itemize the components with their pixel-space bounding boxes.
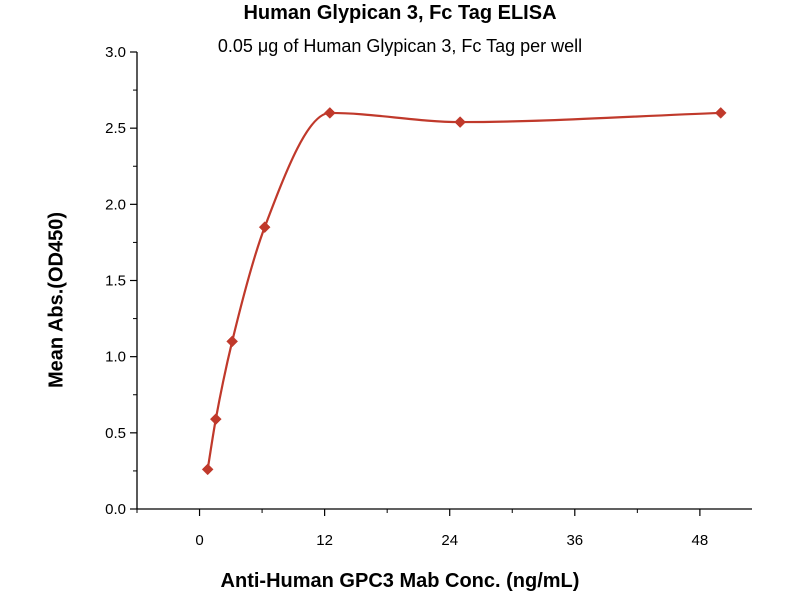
y-tick-label: 1.5 [105,273,126,290]
x-tick-label: 24 [441,532,458,549]
y-tick-label: 2.5 [105,120,126,137]
data-point [209,413,222,425]
y-tick-label: 1.0 [105,349,126,366]
y-tick-label: 0.0 [105,501,126,518]
fit-curve [206,111,721,470]
x-tick-label: 48 [692,532,709,549]
data-point [323,107,336,119]
data-point [454,116,466,128]
y-tick-label: 3.0 [105,44,126,61]
y-tick-label: 0.5 [105,425,126,442]
x-tick-label: 12 [316,532,333,549]
data-point [201,463,214,476]
chart-title: Human Glypican 3, Fc Tag ELISA [243,2,557,24]
data-point [258,221,271,234]
x-tick-label: 36 [566,532,583,549]
x-axis-label: Anti-Human GPC3 Mab Conc. (ng/mL) [220,570,580,592]
data-point [714,107,727,119]
data-point [226,335,239,348]
x-tick-label: 0 [195,532,203,549]
y-tick-label: 2.0 [105,196,126,213]
chart-subtitle: 0.05 μg of Human Glypican 3, Fc Tag per … [217,36,583,56]
